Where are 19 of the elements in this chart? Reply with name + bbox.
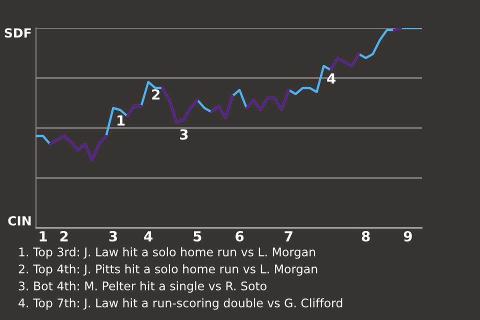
text: 4. Top 7th: J. Law hit a run-scoring double vs G. Clifford [18,298,342,310]
x-tick-label: 7 [284,231,292,242]
x-tick-label: 8 [362,231,370,242]
text: CIN [8,216,31,226]
annotation: 2 [152,89,160,100]
x-tick-label: 1 [40,231,47,242]
text: 1. Top 3rd: J. Law hit a solo home run vs L. Morgan [19,247,316,259]
text: 2. Top 4th: J. Pitts hit a solo home run vs L. Morgan [18,264,318,276]
annotation: 3 [180,129,188,140]
annotation: 1 [118,115,125,126]
x-tick-label: 4 [144,231,152,242]
annotation: 4 [327,73,336,84]
x-tick-label: 2 [60,231,68,242]
text: 3. Bot 4th: M. Pelter hit a single vs R. Soto [18,281,266,293]
x-tick-label: 5 [194,231,202,242]
text: SDF [4,28,31,38]
x-tick-label: 9 [404,231,412,242]
x-tick-label: 3 [109,231,117,242]
x-tick-label: 6 [236,231,244,242]
